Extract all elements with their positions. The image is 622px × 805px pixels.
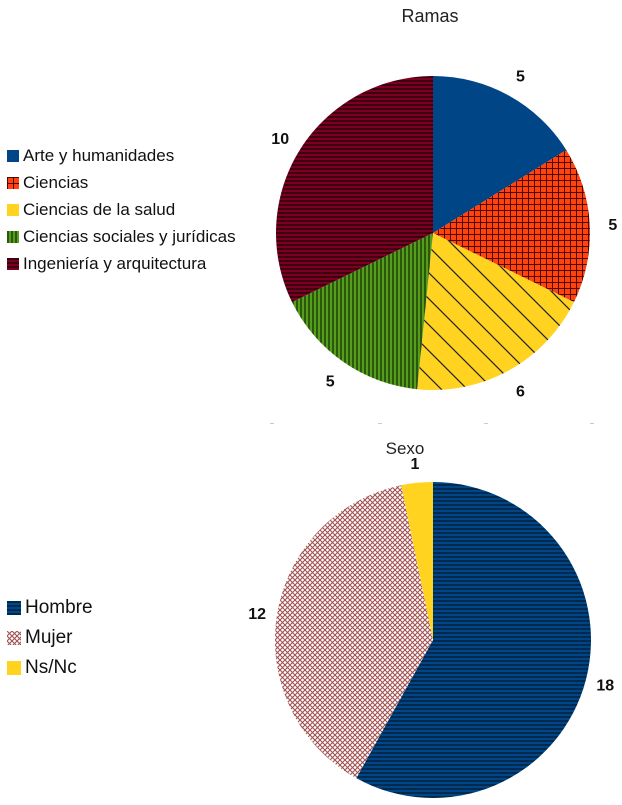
legend-swatch	[7, 631, 21, 645]
pie-slice-hombre	[356, 482, 591, 798]
pie-slice-ciencias-sociales-y-juridicas	[292, 233, 433, 390]
legend-swatch	[7, 661, 21, 675]
legend-item-ns-nc: Ns/Nc	[7, 653, 93, 683]
legend-label: Ciencias	[23, 172, 89, 192]
legend-item-ciencias: Ciencias	[7, 169, 236, 196]
data-label-arte-y-humanidades: 5	[516, 69, 525, 86]
pie-slice-ciencias	[433, 149, 591, 303]
legend-swatch	[7, 257, 19, 270]
legend-label: Ingeniería y arquitectura	[23, 253, 207, 273]
divider-tick	[270, 423, 274, 424]
legend-swatch	[7, 230, 19, 243]
divider-tick	[484, 423, 488, 424]
divider-tick	[378, 423, 382, 424]
legend-item-hombre: Hombre	[7, 593, 93, 623]
data-label-mujer: 12	[248, 606, 266, 623]
legend-swatch	[7, 203, 19, 216]
ramas-chart-title: Ramas	[401, 6, 459, 26]
data-label-ciencias: 5	[608, 217, 617, 234]
legend-label: Mujer	[25, 627, 73, 648]
data-label-ciencias-de-la-salud: 6	[516, 383, 525, 400]
legend-item-mujer: Mujer	[7, 623, 93, 653]
legend-item-ciencias-sociales-y-juridicas: Ciencias sociales y jurídicas	[7, 223, 236, 250]
ramas-legend: Arte y humanidades Ciencias Ciencias de …	[7, 142, 236, 277]
legend-item-ciencias-de-la-salud: Ciencias de la salud	[7, 196, 236, 223]
legend-label: Hombre	[25, 597, 93, 618]
legend-swatch	[7, 601, 21, 615]
pie-slice-mujer	[274, 485, 433, 779]
legend-label: Ciencias sociales y jurídicas	[23, 226, 236, 246]
pie-slice-ciencias-de-la-salud	[417, 233, 574, 390]
sexo-legend: Hombre Mujer Ns/Nc	[7, 593, 93, 683]
data-label-ciencias-sociales-y-juridicas: 5	[326, 374, 335, 391]
divider-tick	[590, 423, 594, 424]
pie-slice-ingenieria-y-arquitectura	[275, 75, 433, 303]
pie-slice-arte-y-humanidades	[433, 76, 567, 233]
legend-swatch	[7, 149, 19, 162]
legend-label: Ns/Nc	[25, 657, 77, 678]
legend-swatch	[7, 176, 19, 189]
data-label-ns-nc: 1	[411, 456, 420, 473]
sexo-chart-title: Sexo	[385, 439, 425, 458]
legend-item-arte-y-humanidades: Arte y humanidades	[7, 142, 236, 169]
data-label-hombre: 18	[596, 678, 614, 695]
data-label-ingenieria-y-arquitectura: 10	[271, 131, 289, 148]
legend-item-ingenieria-y-arquitectura: Ingeniería y arquitectura	[7, 250, 236, 277]
pie-slice-ns-nc	[401, 482, 433, 640]
legend-label: Ciencias de la salud	[23, 199, 176, 219]
legend-label: Arte y humanidades	[23, 145, 175, 165]
